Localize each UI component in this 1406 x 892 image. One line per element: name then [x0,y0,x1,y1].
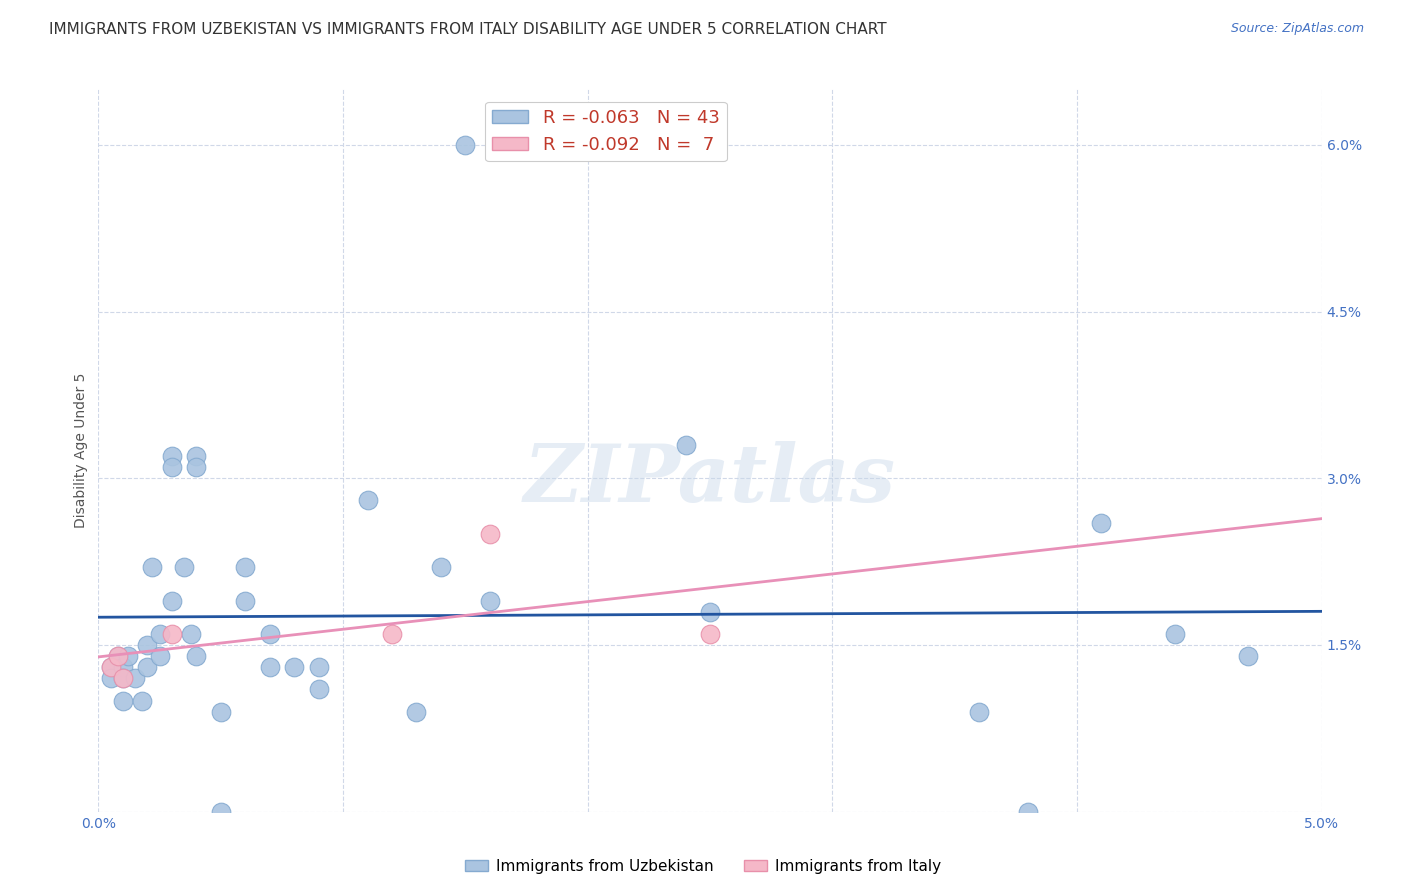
Point [430,560,453,574]
Point [136,638,159,652]
Point [1237,649,1260,664]
Point [160,627,183,641]
Point [478,526,501,541]
Point [259,627,281,641]
Point [111,671,134,685]
Point [111,660,134,674]
Point [107,649,129,664]
Point [478,593,501,607]
Point [405,705,427,719]
Point [1090,516,1112,530]
Point [124,671,146,685]
Legend: R = -0.063   N = 43, R = -0.092   N =  7: R = -0.063 N = 43, R = -0.092 N = 7 [485,102,727,161]
Point [209,705,232,719]
Point [675,438,697,452]
Point [136,660,159,674]
Point [209,805,232,819]
Point [180,627,202,641]
Point [149,649,172,664]
Point [131,693,153,707]
Point [1164,627,1187,641]
Text: Source: ZipAtlas.com: Source: ZipAtlas.com [1230,22,1364,36]
Legend: Immigrants from Uzbekistan, Immigrants from Italy: Immigrants from Uzbekistan, Immigrants f… [460,853,946,880]
Point [160,460,183,475]
Point [699,605,721,619]
Point [381,627,404,641]
Point [141,560,163,574]
Point [173,560,195,574]
Point [100,671,122,685]
Point [1017,805,1039,819]
Point [699,627,721,641]
Point [356,493,378,508]
Point [283,660,305,674]
Point [111,693,134,707]
Point [160,449,183,463]
Point [308,682,330,697]
Point [186,449,208,463]
Point [967,705,990,719]
Point [149,627,172,641]
Point [233,560,256,574]
Y-axis label: Disability Age Under 5: Disability Age Under 5 [75,373,89,528]
Point [111,671,134,685]
Text: ZIPatlas: ZIPatlas [524,441,896,518]
Point [160,593,183,607]
Point [186,649,208,664]
Point [308,660,330,674]
Point [100,660,122,674]
Text: IMMIGRANTS FROM UZBEKISTAN VS IMMIGRANTS FROM ITALY DISABILITY AGE UNDER 5 CORRE: IMMIGRANTS FROM UZBEKISTAN VS IMMIGRANTS… [49,22,887,37]
Point [186,460,208,475]
Point [107,649,129,664]
Point [454,137,477,152]
Point [259,660,281,674]
Point [117,649,139,664]
Point [233,593,256,607]
Point [100,660,122,674]
